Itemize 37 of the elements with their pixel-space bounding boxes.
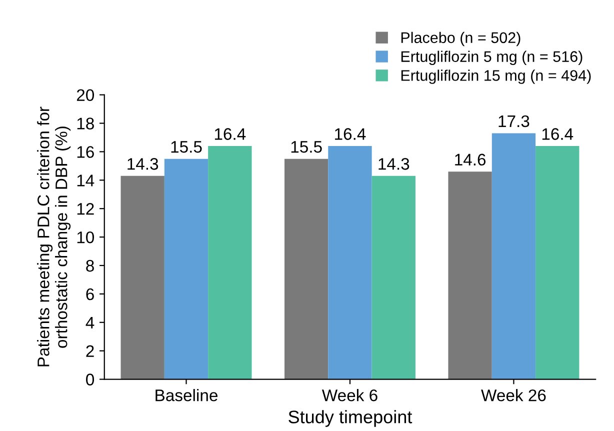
data-label: 17.3 bbox=[498, 115, 530, 128]
x-tick-label: Week 6 bbox=[322, 389, 378, 402]
data-label: 16.4 bbox=[542, 128, 574, 140]
bar bbox=[492, 133, 536, 380]
bar bbox=[448, 172, 492, 380]
data-label: 16.4 bbox=[214, 128, 246, 140]
legend-label: Ertugliflozin 15 mg (n = 494) bbox=[401, 70, 591, 84]
data-label: 14.3 bbox=[128, 158, 158, 170]
bar bbox=[120, 176, 164, 380]
data-label: 16.4 bbox=[335, 128, 366, 140]
legend-label: Ertugliflozin 5 mg (n = 516) bbox=[401, 50, 582, 66]
y-tick-label: 10 bbox=[77, 231, 94, 244]
legend-label: Placebo (n = 502) bbox=[401, 32, 520, 46]
y-tick-label: 16 bbox=[77, 146, 94, 158]
y-axis-title: Patients meeting PDLC criterion for orthostatic change in DBP (%) bbox=[37, 106, 71, 366]
y-tick-label: 0 bbox=[86, 374, 94, 386]
y-tick-label: 8 bbox=[86, 260, 94, 272]
y-tick-label: 12 bbox=[77, 203, 94, 215]
x-tick-label: Week 26 bbox=[481, 389, 546, 402]
data-label: 15.5 bbox=[291, 141, 322, 153]
data-label: 14.3 bbox=[378, 158, 410, 170]
data-label: 14.6 bbox=[455, 154, 486, 166]
y-tick-label: 4 bbox=[86, 316, 94, 328]
y-tick-label: 18 bbox=[77, 118, 94, 130]
bar bbox=[164, 158, 208, 380]
bar bbox=[536, 146, 580, 380]
bar bbox=[328, 146, 372, 380]
x-axis-title: Study timepoint bbox=[288, 410, 412, 427]
bar bbox=[284, 158, 328, 380]
y-tick-label: 2 bbox=[86, 345, 94, 357]
y-tick-label: 20 bbox=[76, 89, 94, 102]
data-label: 15.5 bbox=[171, 141, 202, 153]
bar bbox=[208, 146, 252, 380]
y-tick-label: 14 bbox=[77, 174, 94, 186]
y-tick-label: 6 bbox=[86, 288, 94, 300]
bar bbox=[372, 176, 416, 380]
x-tick-label: Baseline bbox=[156, 389, 218, 402]
